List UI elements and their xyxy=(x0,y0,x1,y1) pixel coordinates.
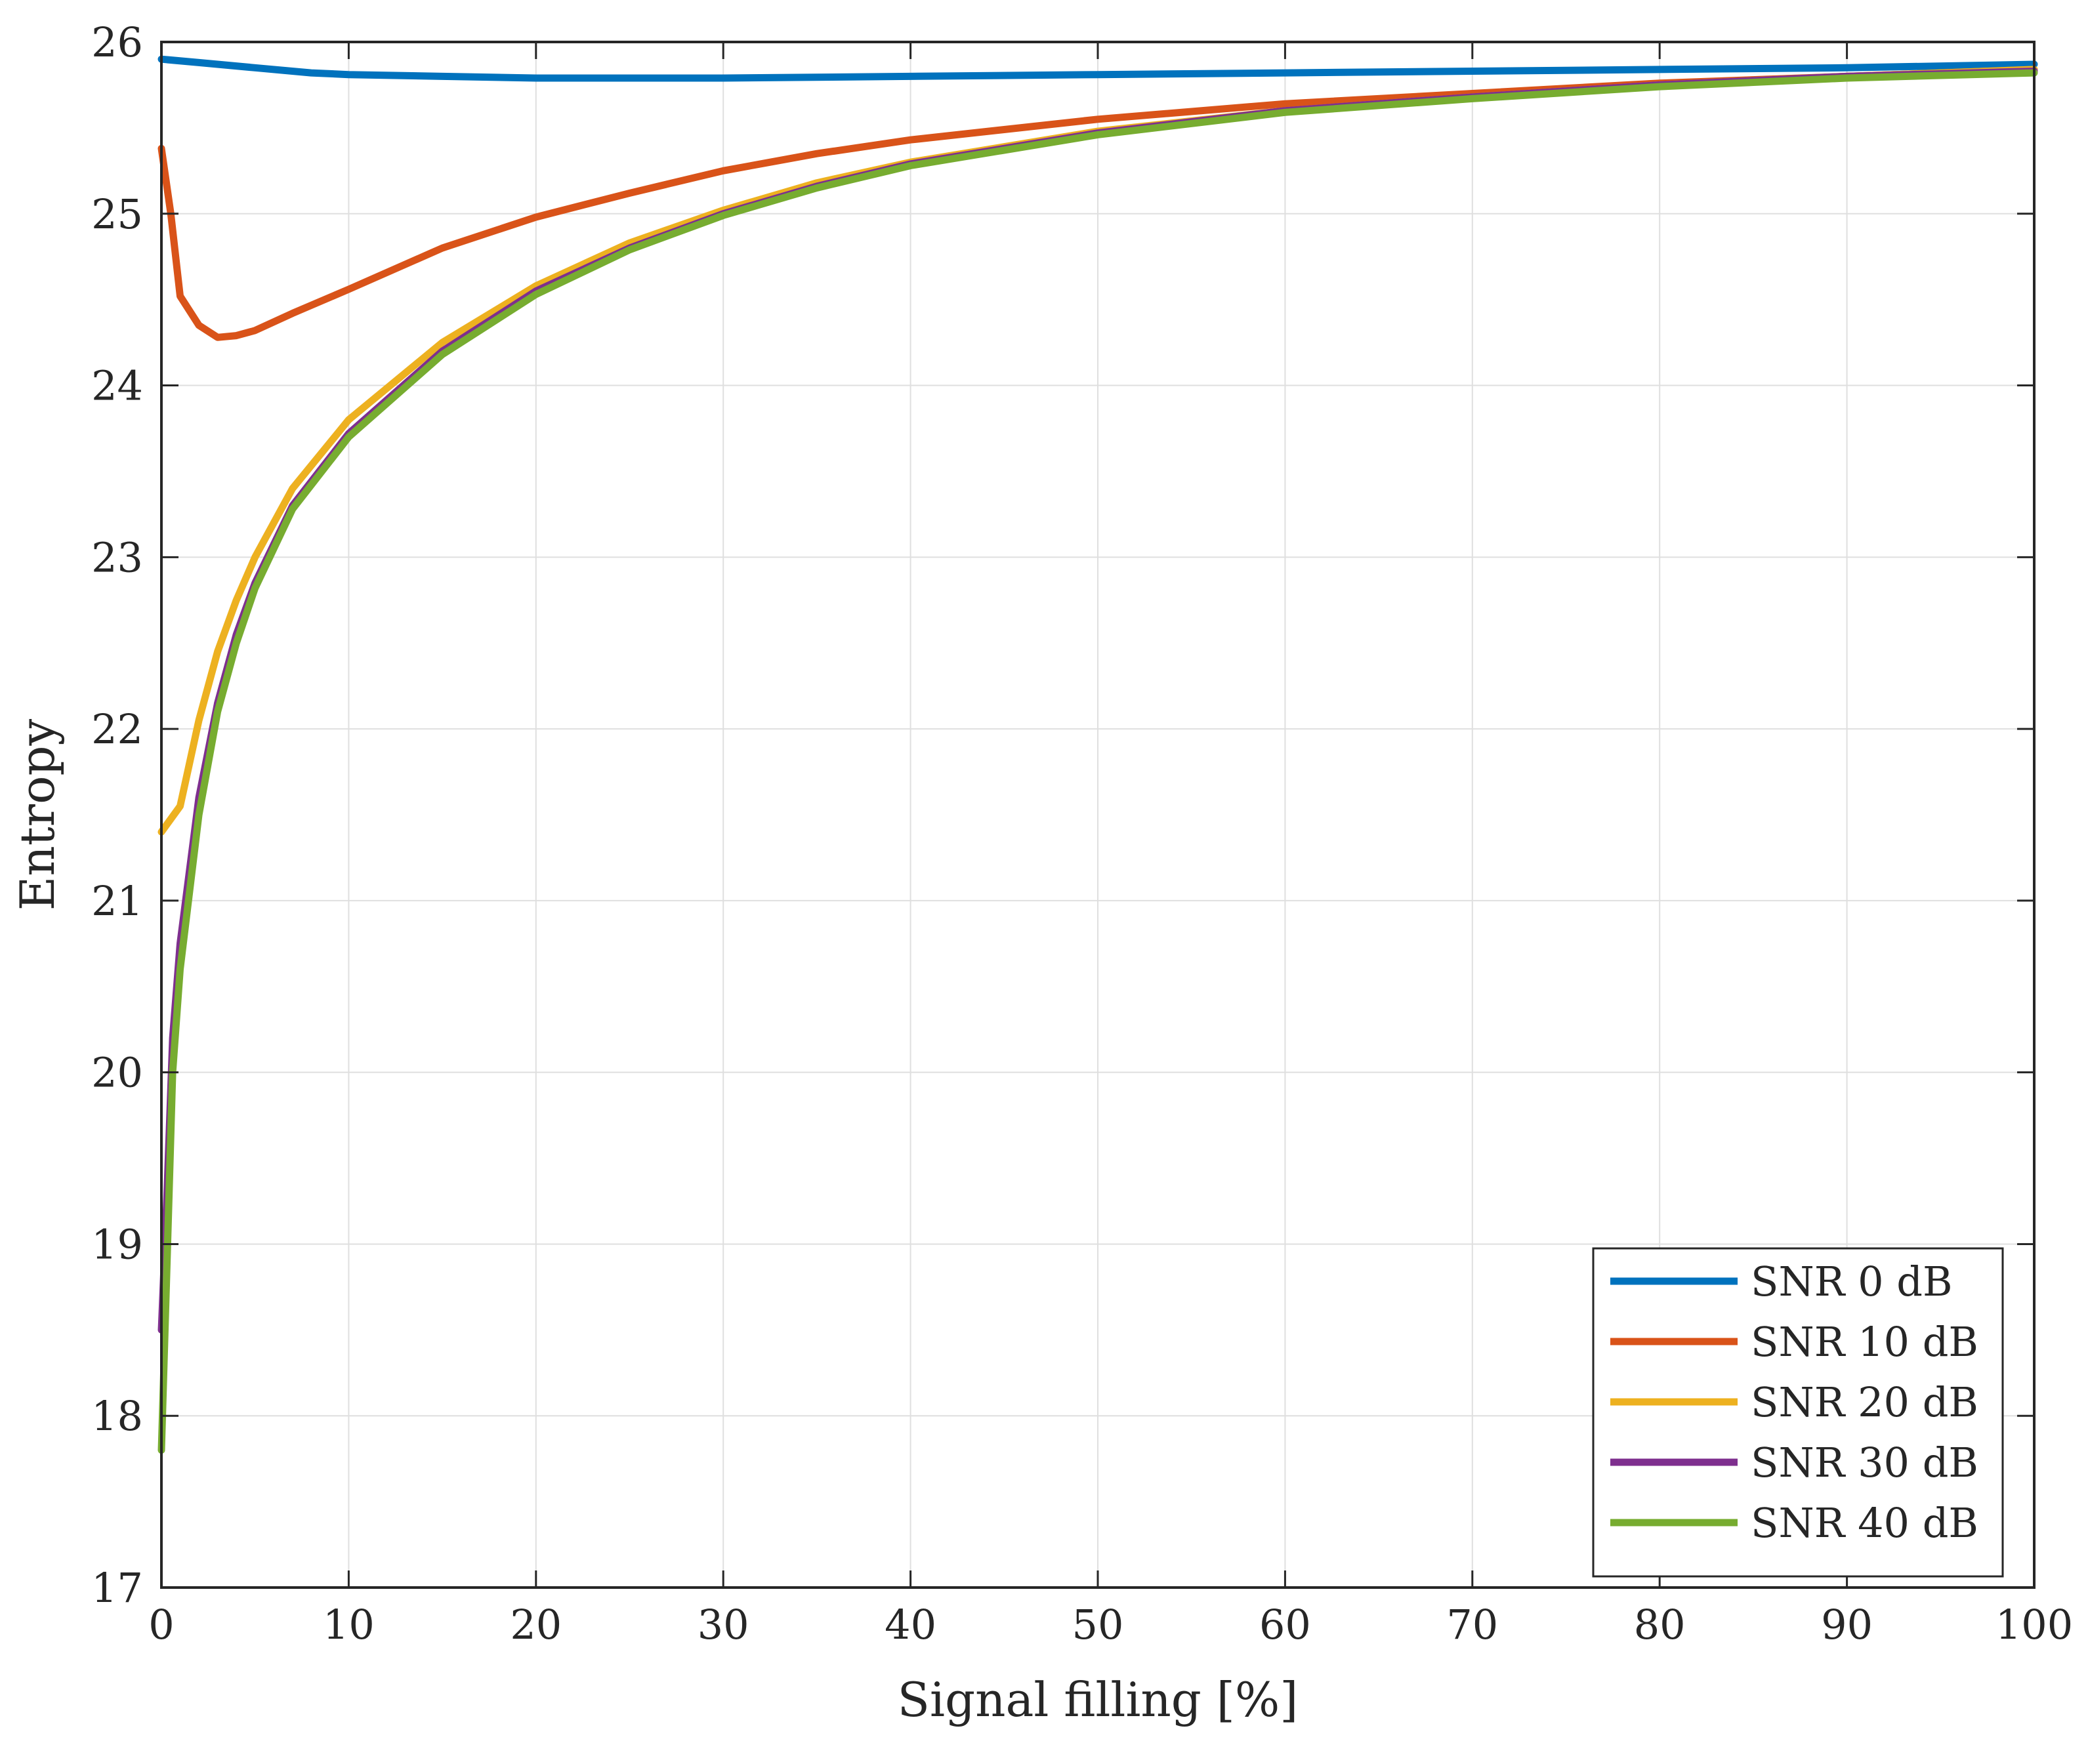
x-tick-label: 80 xyxy=(1634,1601,1686,1649)
y-axis-label: Entropy xyxy=(10,718,65,911)
x-tick-label: 90 xyxy=(1821,1601,1873,1649)
y-tick-label: 22 xyxy=(91,705,143,753)
x-axis-label: Signal filling [%] xyxy=(898,1672,1299,1727)
legend-label: SNR 10 dB xyxy=(1751,1318,1978,1366)
y-tick-label: 18 xyxy=(91,1392,143,1440)
x-tick-label: 20 xyxy=(510,1601,562,1649)
legend-label: SNR 30 dB xyxy=(1751,1439,1978,1487)
y-tick-label: 20 xyxy=(91,1049,143,1097)
y-tick-label: 21 xyxy=(91,877,143,925)
x-tick-label: 0 xyxy=(148,1601,174,1649)
x-tick-label: 40 xyxy=(885,1601,936,1649)
legend-label: SNR 20 dB xyxy=(1751,1378,1978,1426)
y-tick-label: 19 xyxy=(91,1220,143,1268)
series-line-1 xyxy=(157,55,2038,82)
x-tick-label: 70 xyxy=(1446,1601,1498,1649)
legend-label: SNR 0 dB xyxy=(1751,1258,1953,1305)
y-tick-label: 26 xyxy=(91,18,143,66)
series-lines xyxy=(157,55,2038,1454)
x-tick-label: 100 xyxy=(1995,1601,2073,1649)
x-tick-label: 30 xyxy=(698,1601,749,1649)
x-tick-label: 60 xyxy=(1259,1601,1311,1649)
y-tick-label: 23 xyxy=(91,533,143,581)
y-tick-label: 25 xyxy=(91,190,143,238)
axis-ticks: 0 10 20 30 40 50 60 70 80 90 100 17 18 19 20 21 22 23 24 25… xyxy=(91,18,2073,1649)
series-line-5 xyxy=(157,69,2038,1454)
x-tick-label: 10 xyxy=(323,1601,375,1649)
legend: SNR 0 dB SNR 10 dB SNR 20 dB SNR 30 dB SNR 4… xyxy=(1592,1247,2004,1578)
y-tick-label: 24 xyxy=(91,362,143,410)
series-line-2 xyxy=(157,66,2038,341)
x-tick-label: 50 xyxy=(1072,1601,1124,1649)
y-tick-label: 17 xyxy=(91,1564,143,1612)
legend-label: SNR 40 dB xyxy=(1751,1499,1978,1547)
